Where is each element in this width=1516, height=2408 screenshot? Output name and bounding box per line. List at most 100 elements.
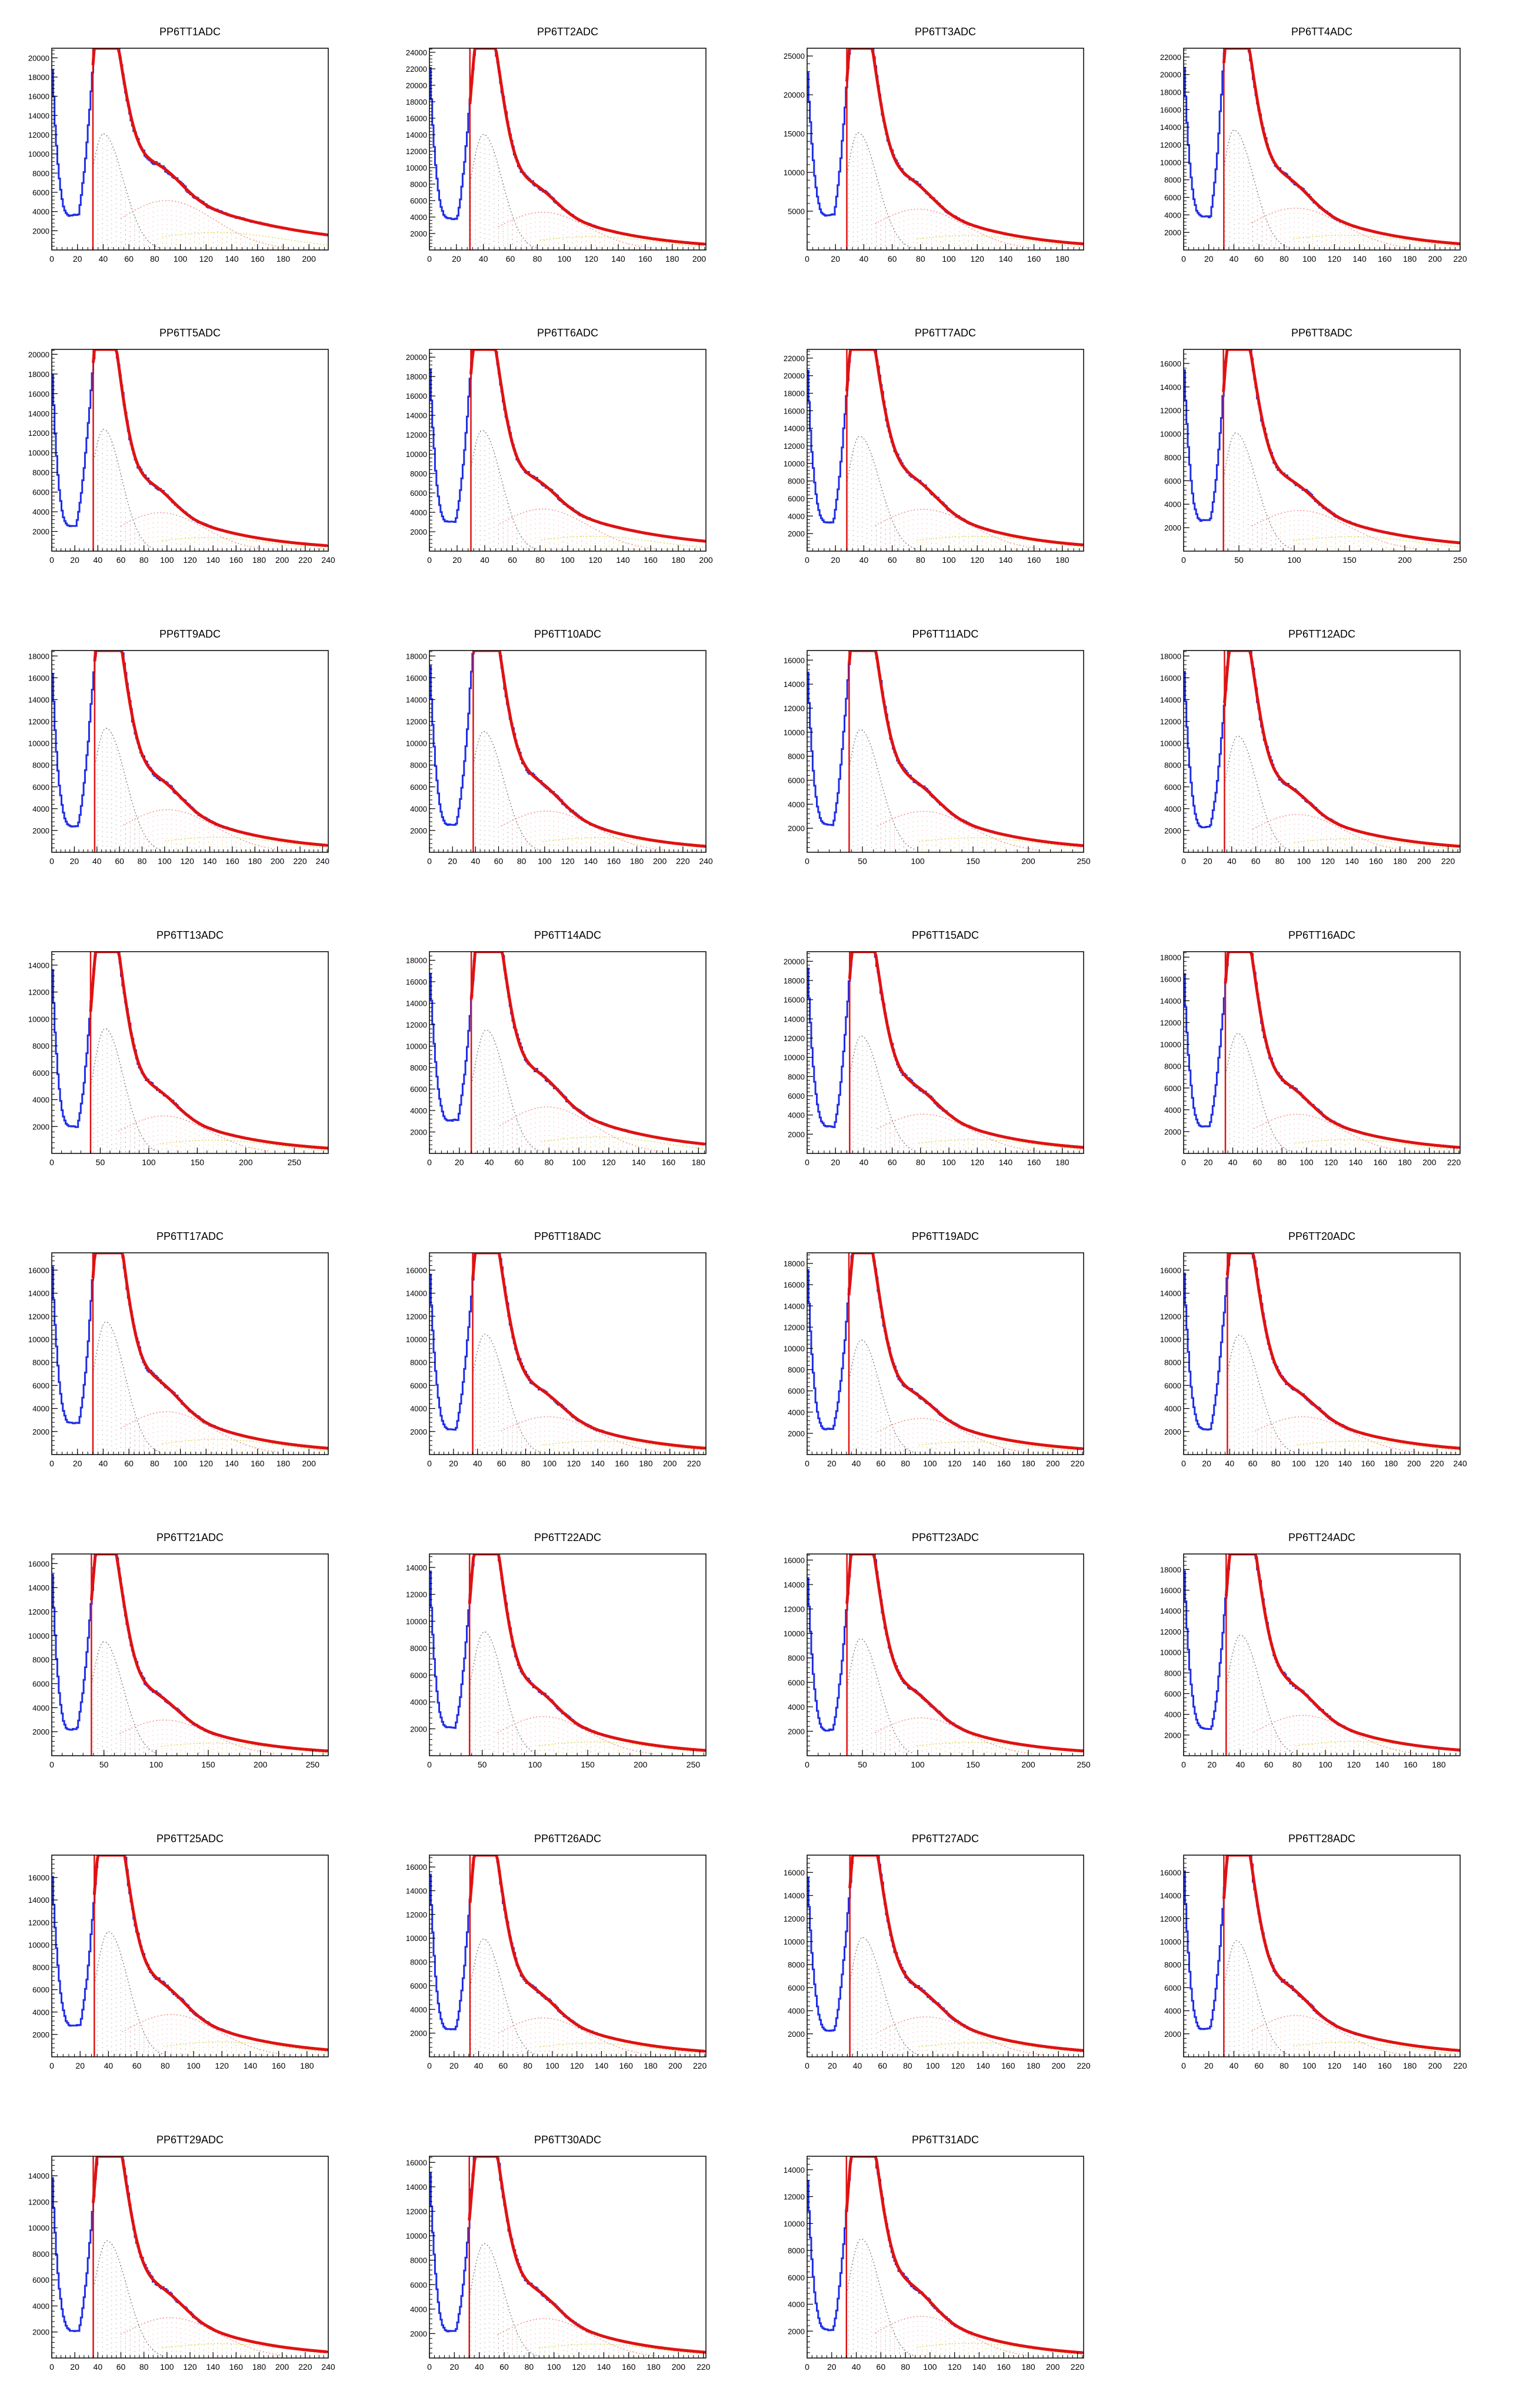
x-tick-label: 40: [859, 555, 869, 565]
fit-curve: [469, 952, 705, 1146]
x-tick-label: 200: [692, 254, 707, 264]
histogram-panel: PP6TT8ADC 0 50 100 150 200 250 2000 4000 6000 8000…: [1160, 327, 1467, 565]
x-tick-label: 180: [639, 1459, 653, 1468]
plot-area: [429, 349, 706, 551]
fit-component-second: [501, 811, 665, 851]
y-tick-label: 18000: [1160, 652, 1181, 661]
y-tick-label: 14000: [1160, 123, 1181, 132]
y-tick-label: 6000: [410, 489, 427, 498]
x-tick-label: 160: [251, 254, 265, 264]
plot-area: [1184, 1253, 1460, 1455]
x-tick-label: 80: [517, 856, 527, 866]
y-tick-label: 12000: [28, 1312, 49, 1321]
y-tick-label: 20000: [406, 81, 427, 90]
histogram-panel: PP6TT21ADC 0 50 100 150 200 250 2000 4000 6000 800…: [28, 1532, 329, 1769]
x-tick-label: 20: [1204, 1158, 1213, 1167]
y-tick-label: 4000: [1164, 805, 1181, 813]
y-tick-label: 16000: [28, 389, 49, 398]
plot-area: [807, 952, 1084, 1153]
y-tick-label: 12000: [28, 718, 49, 726]
x-tick-label: 100: [942, 254, 956, 264]
fit-component-third: [916, 1742, 1084, 1753]
x-tick-label: 100: [174, 254, 188, 264]
x-tick-label: 180: [276, 254, 291, 264]
y-tick-label: 16000: [28, 1266, 49, 1275]
x-tick-label: 60: [115, 856, 124, 866]
x-tick-label: 120: [971, 1158, 985, 1167]
fit-component-second: [123, 809, 285, 851]
y-tick-label: 10000: [1160, 1040, 1181, 1049]
x-tick-label: 0: [427, 254, 432, 264]
histogram-panel: PP6TT14ADC 0 20 40 60 80 100 120 140 160 180 2000 40…: [406, 929, 707, 1167]
x-tick-label: 120: [971, 555, 985, 565]
histogram-panel: PP6TT5ADC 0 20 40 60 80 100 120 140 160 180 200 220 2…: [28, 327, 335, 565]
x-tick-label: 160: [229, 555, 244, 565]
y-tick-label: 6000: [410, 1671, 427, 1680]
fit-component-third: [1292, 234, 1460, 247]
x-tick-label: 0: [805, 856, 809, 866]
fit-component-main: [91, 1641, 158, 1754]
y-tick-label: 4000: [410, 1405, 427, 1413]
fit-component-second: [877, 811, 1041, 851]
x-tick-label: 40: [99, 254, 108, 264]
x-tick-label: 0: [49, 1158, 54, 1167]
fit-curve: [89, 1554, 328, 1753]
y-tick-label: 4000: [1164, 1106, 1181, 1115]
x-tick-label: 140: [632, 1158, 646, 1167]
x-tick-label: 0: [49, 1760, 54, 1769]
histogram-panel: PP6TT10ADC 0 20 40 60 80 100 120 140 160 180 200 220…: [406, 628, 713, 866]
x-tick-label: 20: [1204, 254, 1214, 264]
fit-component-second: [1255, 1416, 1419, 1453]
x-tick-label: 120: [561, 856, 575, 866]
y-tick-label: 2000: [32, 226, 49, 235]
data-histogram: [807, 952, 1084, 1149]
x-tick-label: 100: [1302, 254, 1317, 264]
y-tick-label: 16000: [406, 673, 427, 682]
y-tick-label: 14000: [406, 131, 427, 139]
y-tick-label: 16000: [1160, 975, 1181, 983]
y-tick-label: 8000: [32, 169, 49, 178]
plot-frame: [429, 951, 707, 1154]
y-tick-label: 16000: [406, 1266, 427, 1275]
chart-title: PP6TT17ADC: [156, 1230, 224, 1242]
y-tick-label: 12000: [28, 429, 49, 438]
y-tick-label: 6000: [788, 1387, 805, 1396]
plot-frame: [51, 951, 329, 1154]
fit-component-main: [470, 134, 537, 249]
x-tick-label: 200: [239, 1158, 253, 1167]
x-tick-label: 180: [1055, 254, 1069, 264]
y-tick-label: 4000: [410, 508, 427, 517]
chart-title: PP6TT7ADC: [915, 327, 976, 339]
y-tick-label: 4000: [410, 1106, 427, 1115]
y-tick-label: 4000: [32, 805, 49, 813]
x-tick-label: 220: [298, 555, 312, 565]
y-tick-label: 4000: [788, 800, 805, 809]
y-tick-label: 8000: [1164, 176, 1181, 185]
x-tick-label: 140: [616, 555, 630, 565]
x-tick-label: 120: [948, 1459, 962, 1468]
y-tick-label: 4000: [410, 1698, 427, 1707]
x-tick-label: 0: [427, 1760, 432, 1769]
y-tick-label: 8000: [1164, 453, 1181, 462]
x-tick-label: 0: [427, 555, 432, 565]
y-tick-label: 10000: [28, 1335, 49, 1344]
y-tick-label: 18000: [1160, 953, 1181, 962]
x-tick-label: 60: [494, 856, 504, 866]
y-tick-label: 4000: [32, 1703, 49, 1712]
y-tick-label: 14000: [406, 999, 427, 1008]
y-tick-label: 8000: [788, 752, 805, 761]
x-tick-label: 140: [972, 1459, 987, 1468]
fit-component-second: [501, 1416, 665, 1453]
x-tick-label: 60: [1254, 254, 1264, 264]
x-tick-label: 240: [316, 856, 330, 866]
y-tick-label: 6000: [410, 1381, 427, 1390]
x-tick-label: 180: [1055, 1158, 1069, 1167]
x-tick-label: 200: [1398, 555, 1412, 565]
fit-component-main: [92, 133, 160, 249]
x-tick-label: 160: [644, 555, 658, 565]
y-tick-label: 8000: [788, 477, 805, 486]
x-tick-label: 0: [49, 1459, 54, 1468]
y-tick-label: 14000: [784, 680, 805, 689]
plot-area: [429, 952, 706, 1153]
